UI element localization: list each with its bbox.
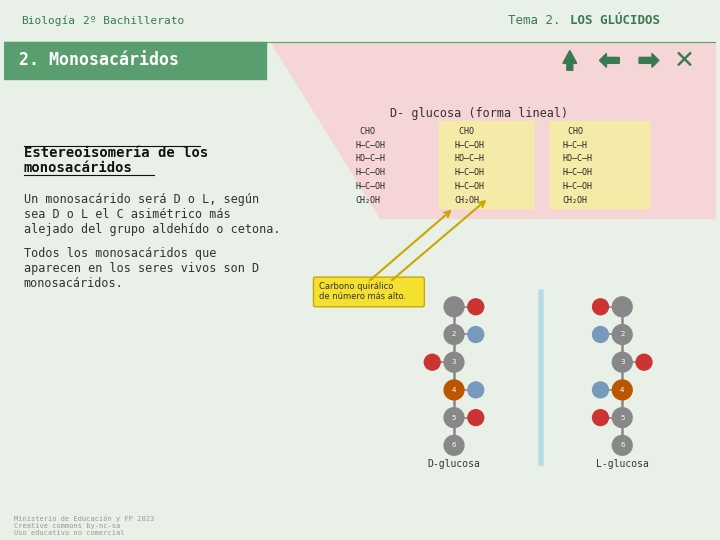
Bar <box>550 121 649 208</box>
Polygon shape <box>271 42 716 218</box>
Circle shape <box>593 410 608 426</box>
Text: HO─C─H: HO─C─H <box>355 154 385 164</box>
Text: 2: 2 <box>620 332 624 338</box>
Circle shape <box>468 299 484 315</box>
Text: H─C─H: H─C─H <box>563 140 588 150</box>
Text: CH₂OH: CH₂OH <box>563 196 588 205</box>
Circle shape <box>612 352 632 372</box>
Text: 4: 4 <box>452 387 456 393</box>
Text: ✕: ✕ <box>674 49 695 72</box>
Circle shape <box>444 380 464 400</box>
Circle shape <box>444 408 464 428</box>
Circle shape <box>612 380 632 400</box>
Text: 2: 2 <box>452 332 456 338</box>
Text: 5: 5 <box>620 415 624 421</box>
Text: CH₂OH: CH₂OH <box>454 196 479 205</box>
Bar <box>4 0 716 42</box>
Polygon shape <box>639 53 659 68</box>
Text: Biología: Biología <box>22 16 76 26</box>
Text: CH₂OH: CH₂OH <box>355 196 380 205</box>
Polygon shape <box>600 53 619 68</box>
Circle shape <box>468 382 484 398</box>
Text: Tema 2.: Tema 2. <box>508 14 569 28</box>
Text: monosacáridos: monosacáridos <box>24 161 132 176</box>
Text: Un monosacárido será D o L, según: Un monosacárido será D o L, según <box>24 193 258 206</box>
Text: H─C─OH: H─C─OH <box>454 168 484 177</box>
Text: 2. Monosacáridos: 2. Monosacáridos <box>19 51 179 69</box>
Circle shape <box>593 382 608 398</box>
Circle shape <box>636 354 652 370</box>
Text: H─C─OH: H─C─OH <box>454 182 484 191</box>
Text: monosacáridos.: monosacáridos. <box>24 277 123 290</box>
Circle shape <box>424 354 440 370</box>
Circle shape <box>612 297 632 316</box>
Circle shape <box>612 325 632 345</box>
FancyBboxPatch shape <box>313 277 424 307</box>
Text: D-glucosa: D-glucosa <box>428 459 480 469</box>
Text: alejado del grupo aldehído o cetona.: alejado del grupo aldehído o cetona. <box>24 222 280 235</box>
Text: D- glucosa (forma lineal): D- glucosa (forma lineal) <box>390 107 568 120</box>
Text: CHO: CHO <box>563 127 583 136</box>
Text: Todos los monosacáridos que: Todos los monosacáridos que <box>24 247 216 260</box>
Text: 6: 6 <box>451 442 456 448</box>
Text: H─C─OH: H─C─OH <box>563 168 593 177</box>
Text: 3: 3 <box>620 359 624 365</box>
Text: LOS GLÚCIDOS: LOS GLÚCIDOS <box>570 14 660 28</box>
Circle shape <box>444 435 464 455</box>
Bar <box>4 42 266 79</box>
Text: 2º Bachillerato: 2º Bachillerato <box>83 16 184 26</box>
Circle shape <box>444 325 464 345</box>
Text: 6: 6 <box>620 442 624 448</box>
Text: Estereoisomería de los: Estereoisomería de los <box>24 146 208 160</box>
Circle shape <box>593 327 608 342</box>
Circle shape <box>612 435 632 455</box>
Text: H─C─OH: H─C─OH <box>563 182 593 191</box>
Polygon shape <box>563 50 577 70</box>
Text: H─C─OH: H─C─OH <box>454 140 484 150</box>
Bar <box>439 121 534 208</box>
Text: L-glucosa: L-glucosa <box>596 459 649 469</box>
Text: Ministerio de Educación y FP 2023
Creative commons by-nc-sa
Uso educativo no com: Ministerio de Educación y FP 2023 Creati… <box>14 515 154 536</box>
Circle shape <box>468 327 484 342</box>
Circle shape <box>468 410 484 426</box>
Text: sea D o L el C asimétrico más: sea D o L el C asimétrico más <box>24 208 230 221</box>
Text: H─C─OH: H─C─OH <box>355 182 385 191</box>
Circle shape <box>593 299 608 315</box>
Text: 4: 4 <box>620 387 624 393</box>
Text: H─C─OH: H─C─OH <box>355 140 385 150</box>
Text: CHO: CHO <box>454 127 474 136</box>
Circle shape <box>444 352 464 372</box>
Text: aparecen en los seres vivos son D: aparecen en los seres vivos son D <box>24 262 258 275</box>
Text: 5: 5 <box>452 415 456 421</box>
Circle shape <box>612 408 632 428</box>
Text: Carbono quirálico
de número más alto.: Carbono quirálico de número más alto. <box>320 282 407 301</box>
Text: H─C─OH: H─C─OH <box>355 168 385 177</box>
Text: 3: 3 <box>451 359 456 365</box>
Text: CHO: CHO <box>355 127 375 136</box>
Text: HO─C─H: HO─C─H <box>454 154 484 164</box>
Circle shape <box>444 297 464 316</box>
Text: HO─C─H: HO─C─H <box>563 154 593 164</box>
